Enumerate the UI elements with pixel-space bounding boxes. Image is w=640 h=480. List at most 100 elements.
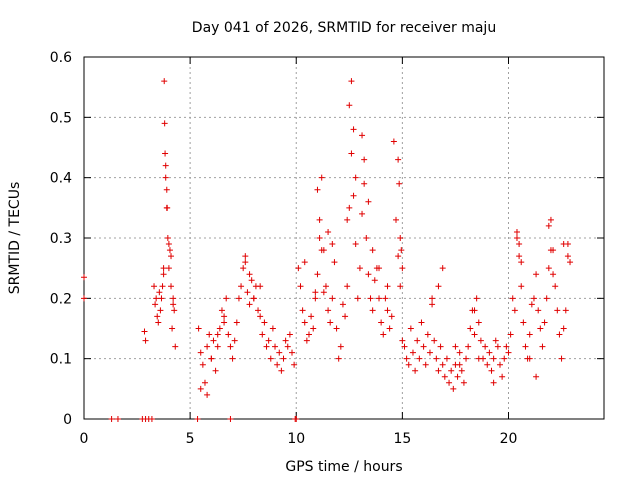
data-point: [318, 247, 325, 254]
data-point: [465, 343, 472, 350]
data-point: [312, 289, 319, 296]
data-point: [526, 331, 533, 338]
x-tick-label: 5: [186, 431, 195, 447]
data-point: [156, 289, 163, 296]
data-point: [467, 325, 474, 332]
data-point: [558, 355, 565, 362]
data-point: [218, 307, 225, 314]
data-point: [554, 307, 561, 314]
data-point: [170, 295, 177, 302]
data-point: [160, 265, 167, 272]
data-point: [148, 416, 155, 422]
data-point: [420, 343, 427, 350]
data-point: [263, 343, 270, 350]
data-point: [157, 307, 164, 314]
data-point: [560, 325, 567, 332]
chart-title: Day 041 of 2026, SRMTID for receiver maj…: [192, 20, 496, 36]
data-point: [346, 204, 353, 211]
data-point: [308, 313, 315, 320]
data-point: [416, 355, 423, 362]
data-point: [560, 241, 567, 248]
data-point: [312, 295, 319, 302]
data-point: [384, 283, 391, 290]
data-point: [361, 156, 368, 163]
data-point: [162, 162, 169, 169]
data-point: [259, 331, 266, 338]
data-point: [513, 228, 520, 235]
data-point: [199, 361, 206, 368]
data-point: [564, 253, 571, 260]
data-point: [356, 265, 363, 272]
data-point: [316, 216, 323, 223]
data-point: [261, 319, 268, 326]
data-point: [242, 259, 249, 266]
data-point: [142, 337, 149, 344]
data-point: [114, 416, 121, 422]
data-point: [458, 367, 465, 374]
data-point: [204, 343, 211, 350]
data-point: [165, 241, 172, 248]
data-point: [242, 253, 249, 260]
data-point: [280, 355, 287, 362]
data-point: [316, 235, 323, 241]
data-point: [269, 325, 276, 332]
data-point: [547, 216, 554, 223]
data-point: [539, 343, 546, 350]
y-axis-label: SRMTID / TECUs: [7, 182, 23, 295]
data-point: [221, 313, 228, 320]
data-point: [163, 204, 170, 211]
data-point: [407, 325, 414, 332]
data-point: [267, 355, 274, 362]
data-point: [81, 295, 87, 302]
data-point: [329, 295, 336, 302]
data-point: [518, 259, 525, 266]
data-point: [369, 307, 376, 314]
data-point: [274, 361, 281, 368]
data-point: [301, 319, 308, 326]
data-point: [165, 265, 172, 272]
data-point: [484, 361, 491, 368]
data-point: [488, 367, 495, 374]
data-point: [303, 337, 310, 344]
data-point: [418, 319, 425, 326]
data-point: [255, 307, 262, 314]
data-point: [547, 247, 554, 254]
data-point: [346, 102, 353, 109]
data-point: [352, 174, 359, 181]
data-point: [201, 379, 208, 386]
data-point: [197, 349, 204, 356]
data-point: [369, 247, 376, 254]
data-point: [291, 361, 298, 368]
data-point: [397, 235, 404, 241]
data-point: [395, 156, 402, 163]
data-point: [475, 319, 482, 326]
y-tick-label: 0.5: [50, 110, 72, 126]
data-point: [246, 271, 253, 278]
data-point: [159, 283, 166, 290]
data-point: [361, 180, 368, 187]
y-tick-label: 0.3: [50, 231, 72, 247]
data-point: [359, 210, 366, 217]
data-point: [299, 307, 306, 314]
data-point: [386, 325, 393, 332]
data-point: [154, 313, 161, 320]
data-point: [240, 265, 247, 272]
data-point: [477, 337, 484, 344]
data-point: [376, 295, 383, 302]
data-point: [223, 295, 230, 302]
data-point: [344, 283, 351, 290]
data-point: [152, 301, 159, 308]
data-point: [295, 265, 302, 272]
data-point: [348, 150, 355, 157]
data-point: [535, 307, 542, 314]
data-point: [221, 319, 228, 326]
data-point: [450, 385, 457, 392]
data-point: [516, 241, 523, 248]
data-point: [501, 355, 508, 362]
data-point: [388, 313, 395, 320]
data-point: [482, 343, 489, 350]
y-tick-label: 0.1: [50, 352, 72, 368]
data-point: [530, 295, 537, 302]
data-point: [153, 295, 160, 302]
